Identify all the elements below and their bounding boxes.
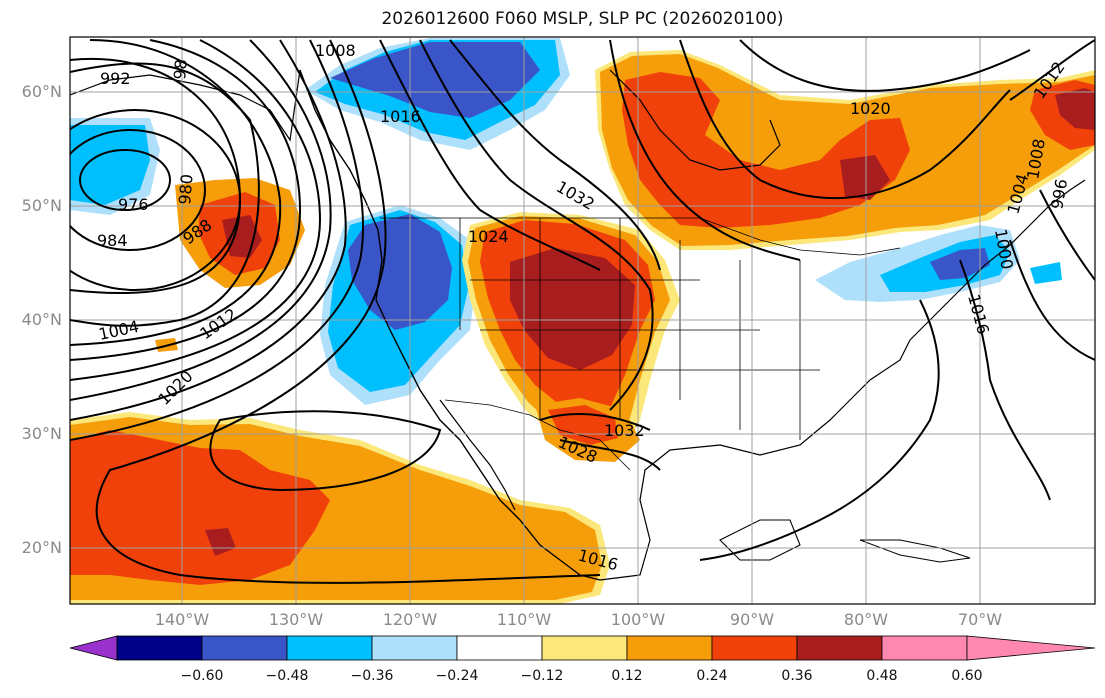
anomaly-rockies-strong <box>510 248 635 370</box>
lat-label-50: 50°N <box>21 196 62 215</box>
contour-label: 1020 <box>850 99 891 118</box>
lon-label-140: 140°W <box>154 610 210 629</box>
colorbar-segment <box>711 635 798 661</box>
coastline-baja <box>439 399 516 511</box>
colorbar-tick-label: −0.24 <box>435 668 479 684</box>
anomaly-hudson-positive <box>622 72 910 228</box>
coastline-west <box>299 69 601 581</box>
anomaly-westcoast-strong <box>348 214 452 330</box>
anomaly-pacific-low <box>70 125 150 205</box>
anomaly-hudson-strong <box>840 155 890 200</box>
colorbar-tick-label: −0.60 <box>180 668 224 684</box>
contour-label: 1024 <box>468 227 509 246</box>
isobar-1020-ec <box>679 39 1011 200</box>
border-us-mexico <box>444 399 631 471</box>
colorbar-segment <box>116 635 203 661</box>
isobar-1008-atl <box>1039 189 1095 281</box>
anomaly-subtrop-strong <box>205 528 236 556</box>
lat-label-60: 60°N <box>21 82 62 101</box>
isobar-992 <box>70 62 260 327</box>
map-title: 2026012600 F060 MSLP, SLP PC (2026020100… <box>381 9 784 29</box>
contour-label: 980 <box>175 173 197 205</box>
colorbar-extend-min <box>69 635 118 661</box>
gridlines <box>70 37 1095 604</box>
colorbar-tick-label: 0.36 <box>781 668 813 684</box>
anomaly-canada-strong <box>330 42 540 118</box>
anomaly-subtrop-positive <box>70 430 330 585</box>
isobar-1020 <box>95 39 601 584</box>
contour-label: 992 <box>100 69 131 88</box>
colorbar-tick-label: −0.48 <box>265 668 309 684</box>
lon-label-80: 80°W <box>843 610 889 629</box>
colorbar-tick-label: −0.36 <box>350 668 394 684</box>
colorbar <box>69 635 1096 661</box>
contour-label: 98 <box>170 58 191 80</box>
colorbar-segment <box>541 635 628 661</box>
lat-label-30: 30°N <box>21 424 62 443</box>
lon-label-110: 110°W <box>496 610 552 629</box>
isobar-1008 <box>70 39 332 401</box>
isobar-1012 <box>70 39 347 421</box>
colorbar-segment <box>796 635 883 661</box>
isobar-1004 <box>70 39 322 381</box>
anomaly-labrador-strong <box>1055 88 1095 130</box>
colorbar-segment <box>881 635 968 661</box>
anomaly-atl-blue <box>1030 262 1062 284</box>
contour-label: 1008 <box>315 41 356 60</box>
isobar-1012-ne <box>1009 39 1095 101</box>
colorbar-segment <box>456 635 543 661</box>
isobar-1024-west <box>379 39 601 271</box>
isobar-1028-s <box>559 439 661 471</box>
shading-layer <box>70 38 1095 604</box>
isobar-1000 <box>70 39 302 361</box>
isobar-1024-ec <box>609 39 801 261</box>
contour-label: 976 <box>118 195 149 214</box>
isobar-1016-ec <box>739 39 1031 92</box>
isobar-1016-se <box>959 259 1051 501</box>
isobar-980 <box>70 129 206 251</box>
colorbar-tick-label: −0.12 <box>520 668 564 684</box>
isobar-1016 <box>70 39 364 441</box>
contour-label: 1016 <box>380 107 421 126</box>
isobar-988 <box>70 57 242 295</box>
coastlines <box>70 69 1086 581</box>
map-frame <box>69 36 1096 605</box>
colorbar-tick-label: 0.60 <box>951 668 983 684</box>
isobars <box>70 39 1095 584</box>
colorbar-segment <box>201 635 288 661</box>
colorbar-tick-label: 0.48 <box>866 668 898 684</box>
isobar-976 <box>79 149 171 211</box>
coastline-cuba <box>859 539 971 563</box>
colorbar-tick-label: 0.12 <box>611 668 643 684</box>
lon-label-90: 90°W <box>729 610 775 629</box>
lon-label-120: 120°W <box>382 610 438 629</box>
isobar-1012-atl <box>1009 239 1095 361</box>
colorbar-segment <box>626 635 713 661</box>
isobar-1028 <box>419 39 654 411</box>
coastline-yucatan <box>719 519 801 561</box>
coastline-east <box>909 179 1086 341</box>
isobar-1024-high <box>209 410 442 492</box>
lat-label-20: 20°N <box>21 538 62 557</box>
contour-label: 984 <box>97 231 128 250</box>
anomaly-ne-strong <box>930 248 990 280</box>
isobar-1020-se <box>699 299 940 561</box>
lat-label-40: 40°N <box>21 310 62 329</box>
isobar-1032 <box>449 39 661 271</box>
contour-label: 1032 <box>604 421 645 440</box>
isobar-996 <box>70 39 282 346</box>
isobar-1032-s <box>539 413 651 431</box>
colorbar-extend-max <box>966 635 1096 661</box>
lon-label-70: 70°W <box>957 610 1003 629</box>
colorbar-segment <box>286 635 373 661</box>
colorbar-tick-label: 0.24 <box>696 668 728 684</box>
coastline-gulf <box>599 339 911 581</box>
colorbar-segment <box>371 635 458 661</box>
lon-label-130: 130°W <box>268 610 324 629</box>
lon-label-100: 100°W <box>610 610 666 629</box>
coastline-hudson <box>609 69 781 171</box>
